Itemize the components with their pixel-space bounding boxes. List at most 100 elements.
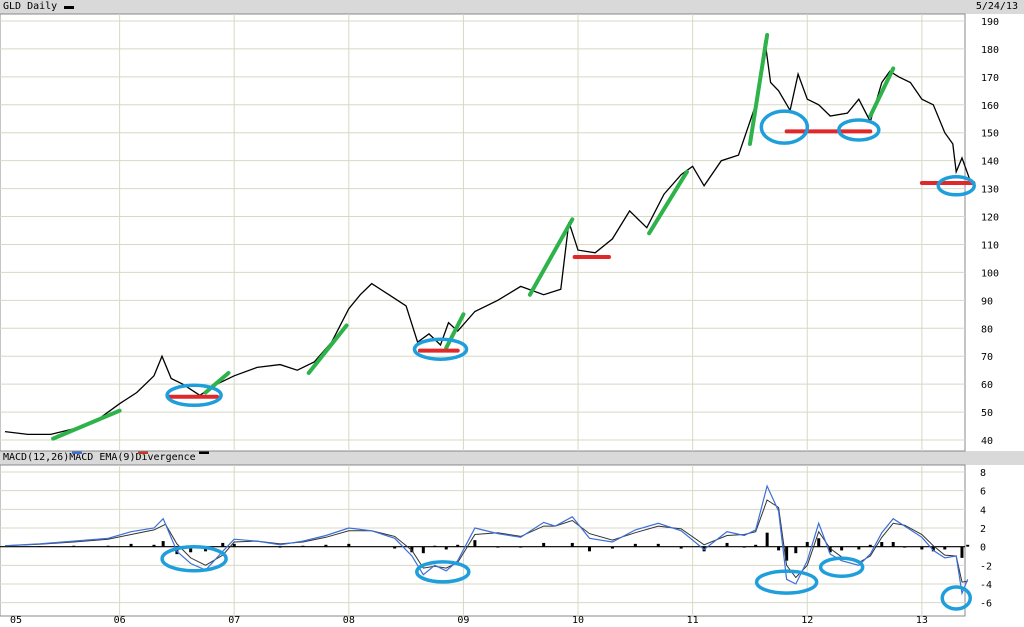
macd-legend: MACD(12,26) MACD EMA(9) Divergence: [3, 451, 209, 465]
macd-panel-frame: [0, 464, 966, 617]
divergence-bar: [794, 546, 798, 554]
blue-highlight-circle: [415, 560, 471, 584]
chart-title: GLD Daily: [3, 1, 58, 12]
blue-highlight-circle: [412, 337, 469, 361]
divergence-bar: [496, 546, 500, 548]
divergence-bar: [742, 546, 746, 548]
divergence-bar: [966, 544, 970, 547]
divergence-bar: [393, 546, 397, 549]
divergence-bar: [129, 543, 133, 547]
divergence-bar: [473, 540, 477, 547]
divergence-bar: [570, 542, 574, 547]
divergence-bar: [232, 543, 236, 547]
title-line-swatch: [64, 6, 74, 9]
price-y-tick-label: 50: [981, 408, 993, 419]
macd-y-tick-label: -4: [980, 580, 992, 591]
x-tick-label: 09: [457, 615, 469, 626]
price-y-tick-label: 80: [981, 324, 993, 335]
divergence-bar: [656, 543, 660, 547]
blue-highlight-circle: [759, 109, 810, 145]
green-trend-line: [51, 408, 122, 441]
price-y-tick-label: 60: [981, 380, 993, 391]
x-tick-label: 06: [114, 615, 126, 626]
divergence-bar: [610, 546, 614, 549]
divergence-bar: [542, 542, 546, 547]
price-y-tick-label: 150: [981, 129, 999, 140]
price-y-tick-label: 40: [981, 436, 993, 447]
blue-highlight-circle: [160, 545, 228, 573]
x-tick-label: 07: [228, 615, 240, 626]
green-trend-line: [868, 66, 896, 118]
green-trend-line: [306, 323, 349, 375]
blue-highlight-circle: [754, 569, 819, 595]
divergence-bar: [161, 541, 165, 547]
divergence-bar: [785, 546, 789, 561]
green-trend-line: [527, 217, 575, 297]
divergence-bar: [410, 546, 414, 553]
price-y-tick-label: 110: [981, 240, 999, 251]
divergence-bar: [456, 544, 460, 547]
price-y-tick-label: 100: [981, 268, 999, 279]
price-y-tick-label: 70: [981, 352, 993, 363]
blue-highlight-circle: [837, 118, 881, 142]
blue-highlight-circle: [818, 556, 865, 578]
divergence-bar: [817, 538, 821, 547]
divergence-bar: [754, 544, 758, 547]
macd-y-tick-label: 0: [980, 543, 986, 554]
divergence-bar: [633, 543, 637, 547]
price-y-tick-label: 170: [981, 73, 999, 84]
ema-swatch: [138, 451, 149, 454]
divergence-bar: [765, 532, 769, 547]
divergence-bar: [278, 546, 282, 548]
macd-y-tick-label: -2: [980, 561, 992, 572]
macd-y-tick-label: 2: [980, 524, 986, 535]
divergence-bar: [421, 546, 425, 554]
x-tick-label: 05: [10, 615, 22, 626]
divergence-bar: [679, 546, 683, 549]
divergence-swatch: [198, 451, 209, 454]
green-trend-line: [203, 370, 231, 395]
price-y-tick-label: 90: [981, 296, 993, 307]
chart-date: 5/24/13: [975, 1, 1018, 12]
green-trend-line: [647, 169, 689, 236]
divergence-bar: [519, 546, 523, 548]
blue-highlight-circle: [165, 383, 223, 408]
divergence-bar: [868, 544, 872, 547]
macd-y-tick-label: 6: [980, 487, 986, 498]
divergence-bar: [347, 543, 351, 547]
macd-line: [4, 484, 969, 596]
divergence-bar: [931, 546, 935, 552]
macd-y-tick-label: 8: [980, 468, 986, 479]
divergence-bar: [805, 542, 809, 547]
divergence-bar: [903, 546, 907, 548]
ema-label: MACD EMA(9): [69, 452, 136, 463]
divergence-bar: [301, 545, 305, 547]
green-trend-line: [444, 312, 466, 350]
price-y-tick-label: 160: [981, 101, 999, 112]
divergence-bar: [324, 544, 328, 547]
price-y-tick-label: 130: [981, 185, 999, 196]
macd-label: MACD(12,26): [3, 452, 70, 463]
divergence-bar: [106, 545, 110, 547]
divergence-bar: [444, 546, 448, 550]
price-y-tick-label: 190: [981, 17, 999, 28]
x-tick-label: 10: [572, 615, 584, 626]
divergence-bar: [857, 546, 861, 550]
divergence-bar: [828, 546, 832, 553]
macd-y-tick-label: -6: [980, 599, 992, 610]
macd-y-tick-label: 4: [980, 505, 986, 516]
x-tick-label: 12: [801, 615, 813, 626]
divergence-bar: [189, 546, 193, 553]
divergence-bar: [960, 546, 964, 558]
green-trend-line: [747, 32, 770, 146]
divergence-bar: [588, 546, 592, 552]
divergence-bar: [943, 546, 947, 550]
divergence-bar: [880, 542, 884, 547]
price-y-tick-label: 140: [981, 157, 999, 168]
macd-swatch: [72, 451, 83, 454]
price-panel-frame: [0, 13, 966, 452]
macd-header-band: MACD(12,26) MACD EMA(9) Divergence: [0, 451, 1024, 465]
price-y-tick-label: 180: [981, 45, 999, 56]
divergence-bar: [433, 545, 437, 547]
